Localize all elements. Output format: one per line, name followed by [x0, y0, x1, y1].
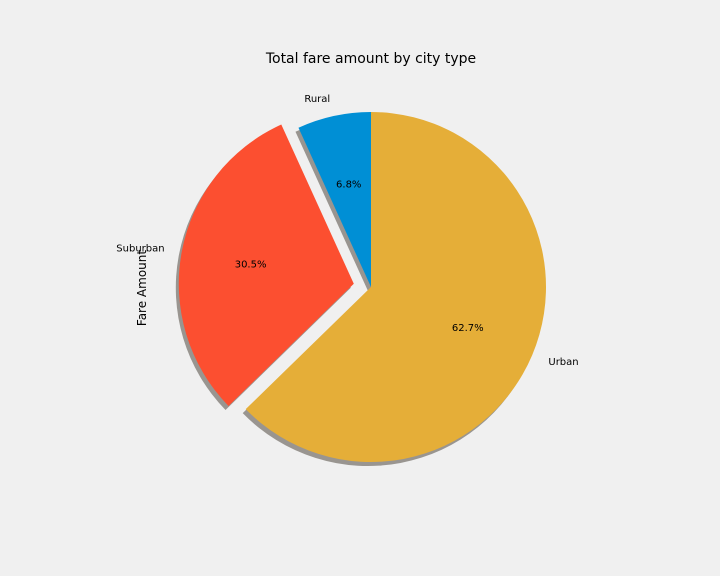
pie-slice-urban: [245, 112, 546, 462]
slice-label-suburban: Suburban: [116, 243, 164, 254]
pie-slice-rural: [298, 112, 371, 287]
slice-percent-rural: 6.8%: [336, 179, 361, 190]
slice-label-rural: Rural: [304, 94, 330, 105]
pie-slice-suburban: [178, 124, 354, 406]
slice-label-urban: Urban: [548, 357, 578, 368]
slice-percent-suburban: 30.5%: [235, 259, 267, 270]
y-axis-label: Fare Amount: [135, 250, 149, 326]
chart-title: Total fare amount by city type: [265, 51, 476, 67]
slice-percent-urban: 62.7%: [452, 323, 484, 334]
pie-slices: [178, 112, 546, 462]
slice-labels: Rural 6.8% Suburban 30.5% Urban 62.7%: [116, 94, 578, 368]
